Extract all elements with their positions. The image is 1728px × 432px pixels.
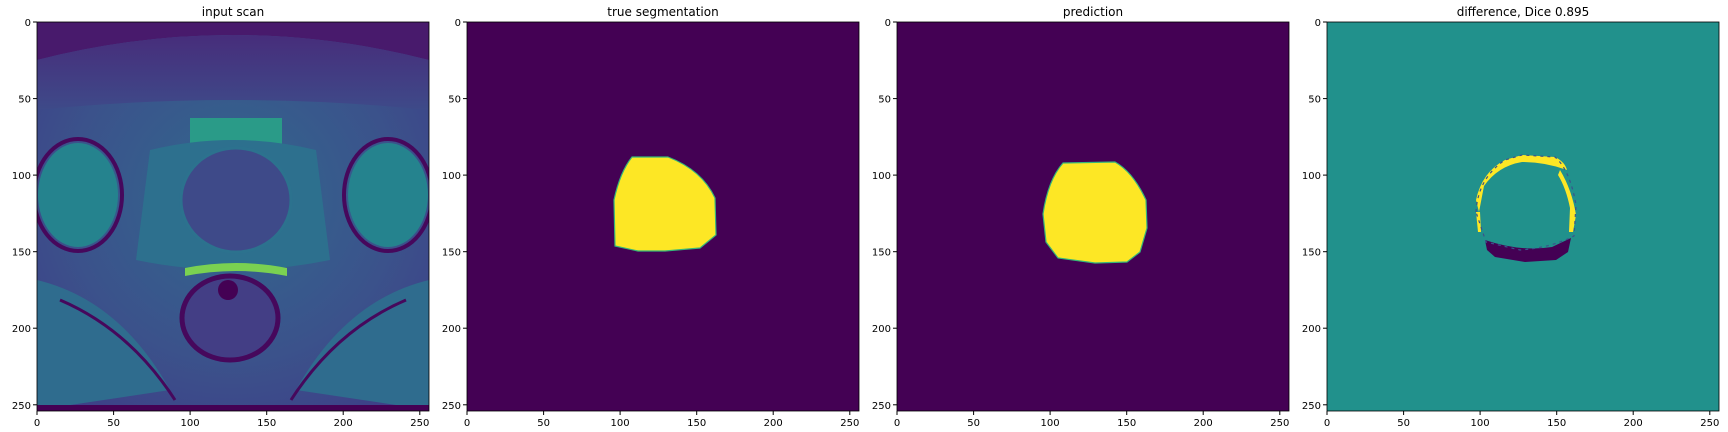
panel-title-input-scan: input scan xyxy=(202,5,265,19)
x-tick-label: 250 xyxy=(1270,418,1289,429)
difference-false-negative xyxy=(1558,170,1576,232)
y-tick-label: 150 xyxy=(872,248,891,259)
y-tick-label: 250 xyxy=(12,401,31,412)
x-tick-label: 150 xyxy=(1117,418,1136,429)
x-ticks: 0 50 100 150 200 250 xyxy=(1324,411,1719,429)
x-tick-label: 100 xyxy=(611,418,630,429)
panel-input-scan: input scan xyxy=(12,5,430,429)
x-ticks: 0 50 100 150 200 250 xyxy=(34,411,429,429)
y-tick-label: 0 xyxy=(455,18,461,29)
mri-image xyxy=(37,22,429,411)
y-tick-label: 100 xyxy=(1302,171,1321,182)
axes-frame xyxy=(36,21,430,412)
panel-difference: difference, Dice 0.895 0 50 100 150 200 … xyxy=(1302,5,1720,429)
y-tick-label: 50 xyxy=(448,95,461,106)
segmentation-mask xyxy=(613,156,717,252)
y-tick-label: 250 xyxy=(872,401,891,412)
x-tick-label: 0 xyxy=(1324,418,1330,429)
y-tick-label: 150 xyxy=(1302,248,1321,259)
y-tick-label: 100 xyxy=(12,171,31,182)
y-tick-label: 50 xyxy=(1308,95,1321,106)
y-tick-label: 0 xyxy=(1315,18,1321,29)
y-tick-label: 100 xyxy=(442,171,461,182)
x-tick-label: 150 xyxy=(1547,418,1566,429)
difference-boundary-edge xyxy=(1475,154,1577,251)
x-tick-label: 200 xyxy=(1624,418,1643,429)
axes-frame xyxy=(896,21,1290,412)
x-tick-label: 50 xyxy=(1397,418,1410,429)
y-tick-label: 250 xyxy=(442,401,461,412)
panel-prediction: prediction 0 50 100 150 200 250 0 50 xyxy=(872,5,1290,429)
y-tick-label: 0 xyxy=(885,18,891,29)
y-tick-label: 200 xyxy=(872,324,891,335)
x-tick-label: 0 xyxy=(464,418,470,429)
difference-background xyxy=(1327,22,1719,411)
x-tick-label: 250 xyxy=(410,418,429,429)
y-tick-label: 200 xyxy=(12,324,31,335)
y-tick-label: 150 xyxy=(442,248,461,259)
axes-frame xyxy=(1326,21,1720,412)
x-tick-label: 50 xyxy=(967,418,980,429)
y-ticks: 0 50 100 150 200 250 xyxy=(1302,18,1327,412)
difference-false-negative xyxy=(1476,155,1567,212)
x-tick-label: 50 xyxy=(537,418,550,429)
prediction-mask xyxy=(1042,161,1148,264)
y-tick-label: 200 xyxy=(1302,324,1321,335)
x-tick-label: 0 xyxy=(34,418,40,429)
x-tick-label: 100 xyxy=(1471,418,1490,429)
x-tick-label: 250 xyxy=(1700,418,1719,429)
y-ticks: 0 50 100 150 200 250 xyxy=(872,18,897,412)
difference-false-positive xyxy=(1485,238,1571,262)
y-tick-label: 200 xyxy=(442,324,461,335)
y-tick-label: 50 xyxy=(18,95,31,106)
axes-frame xyxy=(466,21,860,412)
x-tick-label: 250 xyxy=(840,418,859,429)
y-tick-label: 150 xyxy=(12,248,31,259)
x-ticks: 0 50 100 150 200 250 xyxy=(464,411,859,429)
x-tick-label: 150 xyxy=(687,418,706,429)
difference-false-negative xyxy=(1476,212,1481,232)
y-ticks: 0 50 100 150 200 250 xyxy=(442,18,467,412)
y-ticks: 0 50 100 150 200 250 xyxy=(12,18,37,412)
x-tick-label: 50 xyxy=(107,418,120,429)
x-tick-label: 0 xyxy=(894,418,900,429)
panel-title-prediction: prediction xyxy=(1063,5,1123,19)
x-tick-label: 200 xyxy=(334,418,353,429)
panel-title-true-segmentation: true segmentation xyxy=(607,5,718,19)
y-tick-label: 0 xyxy=(25,18,31,29)
x-tick-label: 150 xyxy=(257,418,276,429)
x-tick-label: 100 xyxy=(1041,418,1060,429)
panel-true-segmentation: true segmentation 0 50 100 150 200 250 0 xyxy=(442,5,860,429)
panel-title-difference: difference, Dice 0.895 xyxy=(1457,5,1590,19)
y-tick-label: 100 xyxy=(872,171,891,182)
x-tick-label: 200 xyxy=(764,418,783,429)
x-tick-label: 200 xyxy=(1194,418,1213,429)
x-tick-label: 100 xyxy=(181,418,200,429)
x-ticks: 0 50 100 150 200 250 xyxy=(894,411,1289,429)
y-tick-label: 50 xyxy=(878,95,891,106)
y-tick-label: 250 xyxy=(1302,401,1321,412)
